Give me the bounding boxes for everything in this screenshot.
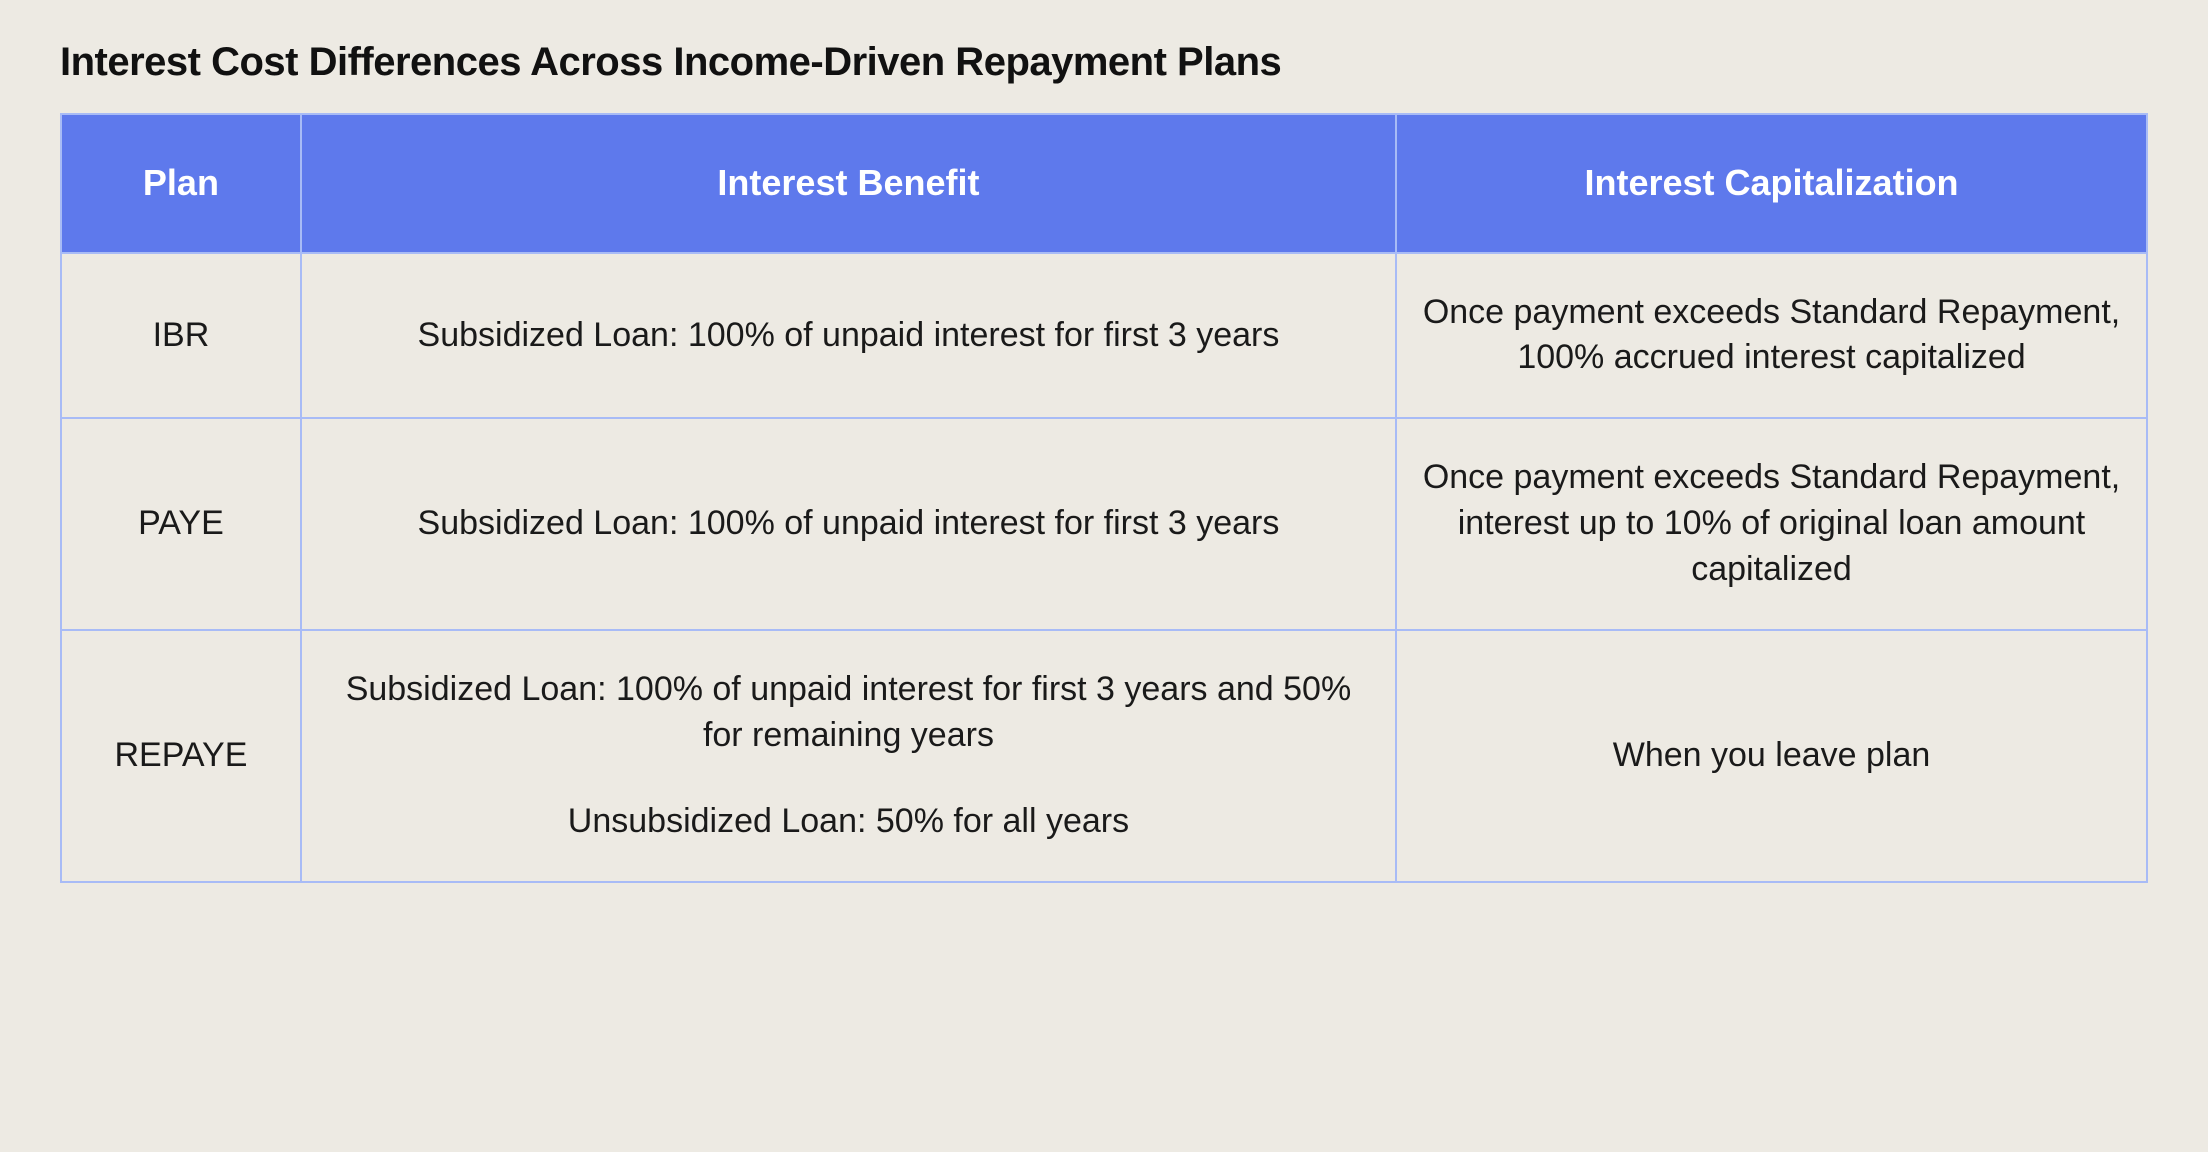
cell-benefit: Subsidized Loan: 100% of unpaid interest… (301, 253, 1396, 419)
col-cap: Interest Capitalization (1396, 114, 2147, 253)
table-row: REPAYE Subsidized Loan: 100% of unpaid i… (61, 630, 2147, 882)
cell-plan: IBR (61, 253, 301, 419)
benefit-line1: Subsidized Loan: 100% of unpaid interest… (326, 501, 1371, 547)
cell-benefit: Subsidized Loan: 100% of unpaid interest… (301, 630, 1396, 882)
cell-cap: Once payment exceeds Standard Repayment,… (1396, 253, 2147, 419)
page-title: Interest Cost Differences Across Income-… (60, 40, 2148, 85)
cell-plan: REPAYE (61, 630, 301, 882)
benefit-line1: Subsidized Loan: 100% of unpaid interest… (326, 667, 1371, 759)
table-row: IBR Subsidized Loan: 100% of unpaid inte… (61, 253, 2147, 419)
col-plan: Plan (61, 114, 301, 253)
col-benefit: Interest Benefit (301, 114, 1396, 253)
benefit-line2: Unsubsidized Loan: 50% for all years (326, 799, 1371, 845)
repayment-table: Plan Interest Benefit Interest Capitaliz… (60, 113, 2148, 883)
cell-benefit: Subsidized Loan: 100% of unpaid interest… (301, 418, 1396, 630)
table-header-row: Plan Interest Benefit Interest Capitaliz… (61, 114, 2147, 253)
cell-cap: Once payment exceeds Standard Repayment,… (1396, 418, 2147, 630)
benefit-gap (326, 759, 1371, 799)
benefit-line1: Subsidized Loan: 100% of unpaid interest… (326, 313, 1371, 359)
cell-plan: PAYE (61, 418, 301, 630)
table-row: PAYE Subsidized Loan: 100% of unpaid int… (61, 418, 2147, 630)
cell-cap: When you leave plan (1396, 630, 2147, 882)
